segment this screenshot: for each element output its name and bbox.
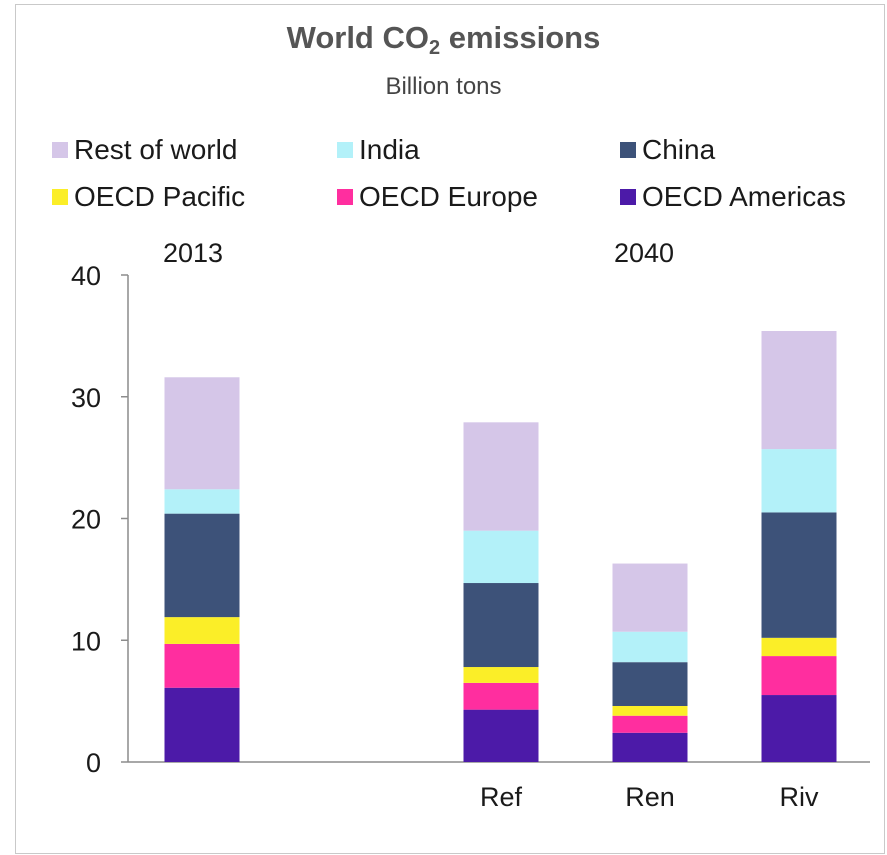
group-label-2040: 2040 xyxy=(614,238,675,268)
legend-label-oecd-pacific: OECD Pacific xyxy=(74,181,246,212)
bar-segment-oecd-americas xyxy=(164,687,240,762)
legend-label-rest-of-world: Rest of world xyxy=(74,134,238,165)
y-tick-label: 30 xyxy=(71,383,101,413)
chart-subtitle: Billion tons xyxy=(385,73,502,100)
legend-swatch-oecd-pacific xyxy=(52,189,68,205)
x-category-label: Ref xyxy=(480,782,523,812)
bar-segment-oecd-pacific xyxy=(164,617,240,644)
bar-segment-india xyxy=(612,631,688,663)
legend-swatch-rest-of-world xyxy=(52,142,68,158)
bar-segment-china xyxy=(761,512,837,638)
chart-frame xyxy=(15,4,885,854)
legend-item-india: India xyxy=(337,134,420,166)
legend-swatch-oecd-europe xyxy=(337,189,353,205)
x-category-label: Riv xyxy=(780,782,819,812)
bar-segment-rest-of-world xyxy=(761,331,837,450)
x-category-label: Ren xyxy=(625,782,675,812)
legend-item-oecd-pacific: OECD Pacific xyxy=(52,181,245,213)
chart-title-subscript: 2 xyxy=(429,37,441,59)
bar-segment-india xyxy=(761,449,837,513)
bar-segment-rest-of-world xyxy=(463,422,539,531)
legend-swatch-china xyxy=(620,142,636,158)
legend-item-rest-of-world: Rest of world xyxy=(52,134,237,166)
bar-segment-oecd-americas xyxy=(612,732,688,762)
bar-segment-china xyxy=(463,583,539,668)
legend-label-india: India xyxy=(359,134,420,165)
bar-segment-oecd-pacific xyxy=(612,705,688,716)
group-label-2013: 2013 xyxy=(163,238,224,268)
bar-segment-china xyxy=(164,513,240,618)
y-tick-label: 10 xyxy=(71,626,101,656)
chart-title: World CO2 emissions xyxy=(0,20,887,60)
chart-title-main: World CO xyxy=(286,20,429,55)
bar-segment-oecd-pacific xyxy=(463,667,539,683)
legend-swatch-oecd-americas xyxy=(620,189,636,205)
y-tick-label: 40 xyxy=(71,261,101,291)
y-tick-label: 0 xyxy=(86,748,101,778)
legend-swatch-india xyxy=(337,142,353,158)
legend-item-china: China xyxy=(620,134,715,166)
bar-segment-china xyxy=(612,662,688,706)
bar-segment-rest-of-world xyxy=(164,377,240,490)
legend-label-oecd-americas: OECD Americas xyxy=(642,181,846,212)
legend-label-oecd-europe: OECD Europe xyxy=(359,181,538,212)
bar-segment-oecd-europe xyxy=(463,682,539,710)
legend-label-china: China xyxy=(642,134,716,165)
bar-segment-oecd-europe xyxy=(164,643,240,688)
bar-segment-rest-of-world xyxy=(612,563,688,632)
bar-segment-oecd-pacific xyxy=(761,637,837,657)
bar-segment-india xyxy=(463,530,539,584)
legend-item-oecd-americas: OECD Americas xyxy=(620,181,846,213)
bar-segment-india xyxy=(164,489,240,514)
chart-title-rest: emissions xyxy=(440,20,601,55)
bar-segment-oecd-americas xyxy=(463,709,539,762)
bar-segment-oecd-europe xyxy=(761,656,837,696)
bar-segment-oecd-europe xyxy=(612,715,688,733)
bar-segment-oecd-americas xyxy=(761,695,837,762)
legend-item-oecd-europe: OECD Europe xyxy=(337,181,538,213)
y-tick-label: 20 xyxy=(71,505,101,535)
